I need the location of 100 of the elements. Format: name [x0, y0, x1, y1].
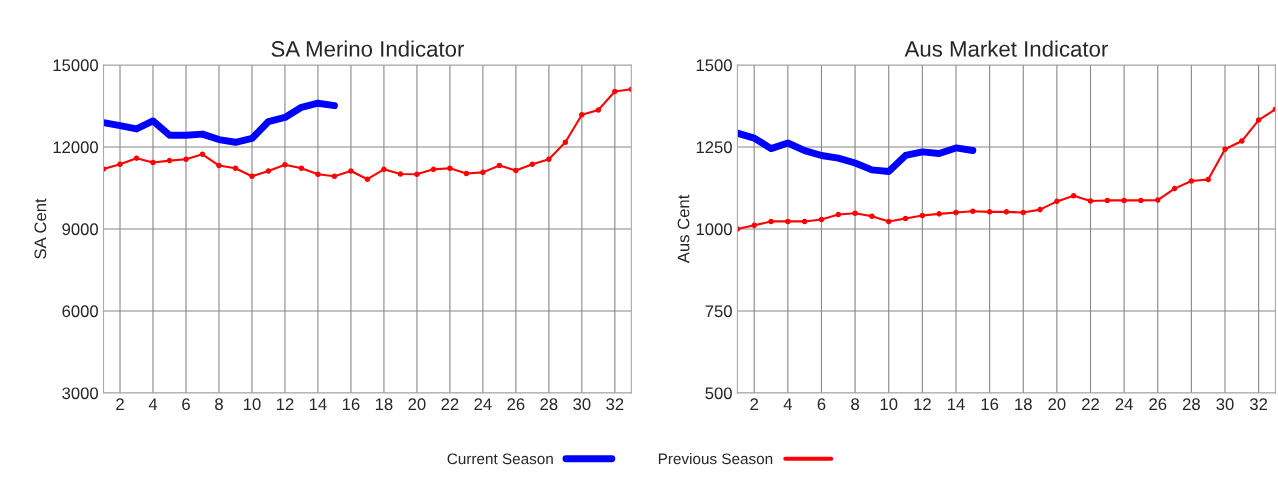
point: [869, 213, 875, 219]
x-tick-label: 26: [507, 398, 525, 411]
point: [1087, 198, 1094, 204]
point: [133, 155, 140, 161]
y-tick-label: 6000: [62, 305, 99, 318]
y-tick-label: 1500: [696, 59, 732, 72]
point: [447, 165, 453, 172]
point: [936, 211, 942, 217]
point: [1020, 209, 1027, 216]
x-tick-label: 12: [276, 398, 294, 410]
point: [1239, 138, 1245, 144]
x-tick-label: 4: [148, 398, 158, 410]
point: [513, 167, 519, 174]
point: [902, 215, 909, 222]
x-tick-label: 28: [540, 398, 558, 411]
x-tick-label: 14: [947, 398, 965, 410]
y-tick-label: 12000: [53, 141, 99, 154]
point: [1222, 146, 1228, 153]
x-tick-label: 22: [1082, 398, 1099, 410]
point: [529, 161, 536, 167]
point: [751, 222, 757, 229]
point: [397, 171, 404, 177]
y-tick-label: 1000: [696, 223, 732, 236]
x-tick-label: 32: [1250, 398, 1268, 411]
x-tick-label: 20: [408, 398, 426, 411]
x-tick-label: 2: [750, 398, 759, 410]
legend-label: Previous Season: [658, 453, 773, 465]
point: [1255, 117, 1262, 123]
x-tick-label: 32: [606, 398, 624, 411]
x-tick-label: 8: [215, 398, 223, 411]
point: [117, 161, 123, 167]
point: [546, 156, 552, 163]
x-tick-label: 10: [880, 398, 898, 411]
x-tick-label: 6: [182, 398, 190, 411]
point: [970, 208, 976, 215]
point: [1171, 185, 1178, 192]
y-tick-label: 1250: [696, 141, 732, 154]
x-tick-label: 24: [474, 398, 492, 410]
point: [785, 218, 791, 225]
x-tick-label: 30: [573, 398, 591, 411]
point: [381, 166, 387, 173]
x-tick-label: 22: [441, 398, 459, 410]
point: [480, 169, 486, 176]
point: [885, 218, 892, 225]
point: [1070, 193, 1077, 199]
x-tick-label: 16: [342, 398, 360, 411]
x-tick-label: 8: [851, 398, 860, 411]
point: [1205, 176, 1211, 183]
x-tick-label: 20: [1048, 398, 1066, 411]
point: [1037, 206, 1043, 213]
x-tick-label: 18: [1015, 398, 1032, 411]
point: [595, 107, 602, 113]
point: [835, 211, 842, 218]
point: [1054, 198, 1060, 205]
x-tick-label: 12: [914, 398, 931, 410]
point: [331, 173, 338, 179]
x-tick-label: 6: [817, 398, 826, 411]
x-tick-label: 30: [1216, 398, 1234, 411]
line-series: [103, 86, 632, 182]
point: [1104, 197, 1111, 204]
x-tick-label: 4: [783, 398, 792, 410]
point: [1138, 197, 1144, 204]
point: [265, 168, 272, 174]
point: [298, 165, 305, 172]
x-tick-label: 18: [375, 398, 393, 411]
point: [919, 212, 926, 219]
x-tick-label: 24: [1115, 398, 1133, 410]
point: [348, 168, 354, 174]
point: [216, 162, 222, 169]
point: [1121, 197, 1127, 204]
y-axis-title: SA Cent: [34, 198, 47, 259]
point: [612, 88, 618, 95]
point: [364, 176, 371, 182]
point: [166, 157, 173, 164]
chart-title: SA Merino Indicator: [271, 40, 465, 57]
point: [430, 166, 437, 173]
point: [496, 162, 503, 169]
point: [282, 161, 288, 168]
point: [1154, 197, 1161, 203]
point: [199, 151, 206, 158]
point: [852, 210, 858, 216]
point: [953, 209, 959, 216]
point: [986, 209, 993, 215]
x-tick-label: 10: [243, 398, 261, 411]
point: [249, 173, 255, 179]
point: [463, 170, 470, 177]
x-tick-label: 2: [116, 398, 124, 410]
point: [103, 166, 107, 172]
point: [1003, 209, 1010, 215]
x-tick-label: 16: [981, 398, 999, 411]
chart-title: Aus Market Indicator: [904, 40, 1108, 57]
x-tick-label: 14: [309, 398, 327, 410]
y-tick-label: 9000: [62, 223, 99, 236]
point: [232, 165, 239, 172]
point: [414, 171, 420, 178]
point: [1188, 178, 1195, 184]
point: [818, 216, 825, 223]
x-tick-label: 26: [1149, 398, 1167, 411]
y-tick-label: 750: [705, 305, 732, 318]
point: [562, 139, 569, 146]
